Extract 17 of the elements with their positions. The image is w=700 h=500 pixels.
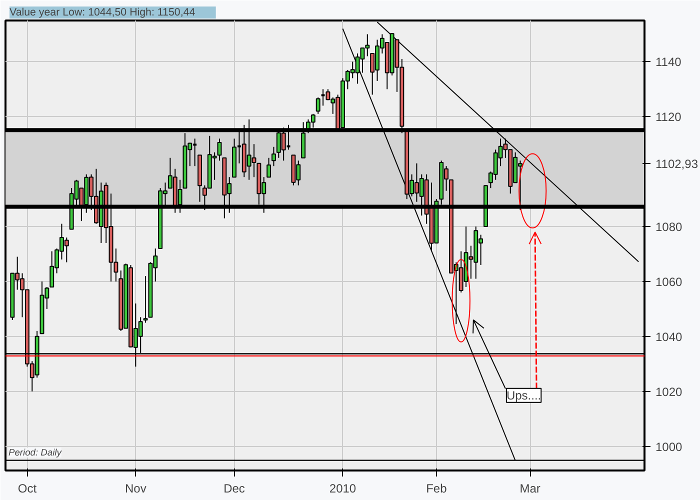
- y-tick-label: 1020: [656, 384, 683, 399]
- chart-title: Value year Low: 1044,50 High: 1150,44: [10, 6, 196, 18]
- annotation: Period: Daily: [8, 448, 63, 458]
- x-tick-label: Oct: [18, 482, 38, 496]
- x-tick-label: Nov: [124, 482, 146, 496]
- y-tick-label: 1080: [656, 220, 683, 234]
- y-tick-label: 1120: [656, 110, 682, 124]
- y-tick-label: 1060: [656, 274, 683, 289]
- annotation: Ups....: [506, 388, 542, 402]
- x-tick-label: Feb: [426, 482, 448, 496]
- y-tick-label: 1102,93: [656, 157, 698, 172]
- y-tick-label: 1040: [656, 330, 683, 344]
- x-tick-label: 2010: [329, 482, 356, 496]
- y-tick-label: 1140: [656, 55, 682, 70]
- x-tick-label: Dec: [224, 482, 245, 496]
- y-tick-label: 1000: [656, 440, 683, 454]
- x-tick-label: Mar: [520, 482, 540, 496]
